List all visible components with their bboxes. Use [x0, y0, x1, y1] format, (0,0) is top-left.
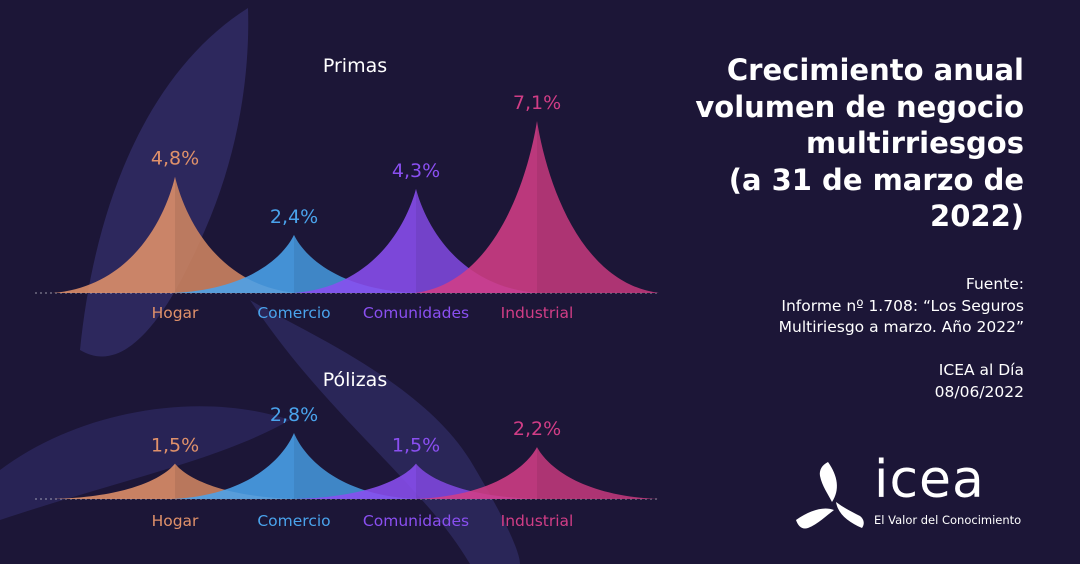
peak-comunidades: [294, 463, 538, 499]
issue-date: 08/06/2022: [934, 382, 1024, 401]
chart-title: Primas: [323, 55, 387, 77]
peak-shade: [537, 447, 659, 499]
data-label: 1,5%: [392, 435, 440, 457]
peak-shade: [537, 121, 659, 293]
category-label: Comercio: [257, 304, 330, 322]
category-label: Comercio: [257, 512, 330, 530]
source-line: Multiriesgo a marzo. Año 2022”: [778, 318, 1024, 336]
category-label: Industrial: [501, 512, 574, 530]
category-label: Comunidades: [363, 512, 469, 530]
category-label: Hogar: [152, 304, 199, 322]
peak-shade: [175, 176, 297, 293]
category-label: Comunidades: [363, 304, 469, 322]
peak-comercio: [172, 433, 416, 499]
peak-shade: [416, 463, 538, 499]
data-label: 2,8%: [270, 404, 318, 426]
data-label: 4,8%: [151, 148, 199, 170]
logo-tagline: El Valor del Conocimiento: [874, 513, 1022, 527]
chart-1: Pólizas 1,5% Hogar 2,8% Comercio 1,5% Comunida…: [35, 369, 660, 530]
issue-line: ICEA al Día: [938, 361, 1024, 379]
peak-shade: [294, 234, 416, 293]
data-label: 2,2%: [513, 418, 561, 440]
source-line: Fuente:: [965, 275, 1024, 293]
peak-comercio: [172, 234, 416, 293]
logo-triskelion-icon: [796, 462, 864, 529]
headline-line: 2022): [930, 199, 1024, 233]
headline: Crecimiento anual volumen de negocio mul…: [604, 52, 1024, 235]
peak-shade: [294, 433, 416, 499]
headline-line: Crecimiento anual: [726, 53, 1024, 87]
source-note: Fuente: Informe nº 1.708: “Los Seguros M…: [644, 274, 1024, 339]
peak-industrial: [415, 447, 659, 499]
background-leaf-bottom: [0, 406, 290, 520]
peak-hogar: [53, 176, 297, 293]
category-label: Hogar: [152, 512, 199, 530]
peak-comunidades: [294, 188, 538, 293]
peak-shade: [175, 463, 297, 499]
headline-line: volumen de negocio: [695, 89, 1024, 124]
data-label: 7,1%: [513, 92, 561, 114]
issue-note: ICEA al Día 08/06/2022: [724, 360, 1024, 403]
data-label: 2,4%: [270, 206, 318, 228]
source-line: Informe nº 1.708: “Los Seguros: [781, 296, 1024, 315]
icea-logo: icea El Valor del Conocimiento: [790, 450, 1040, 538]
data-label: 4,3%: [392, 160, 440, 182]
logo-wordmark: icea: [874, 450, 985, 510]
headline-line: (a 31 de marzo de: [728, 162, 1024, 197]
peak-shade: [416, 188, 538, 293]
peak-industrial: [415, 121, 659, 293]
category-label: Industrial: [501, 304, 574, 322]
chart-0: Primas 4,8% Hogar 2,4% Comercio 4,3% Comunidad…: [35, 55, 660, 322]
peak-hogar: [53, 463, 297, 499]
headline-line: multirriesgos: [805, 126, 1024, 160]
chart-title: Pólizas: [323, 369, 387, 391]
data-label: 1,5%: [151, 435, 199, 457]
